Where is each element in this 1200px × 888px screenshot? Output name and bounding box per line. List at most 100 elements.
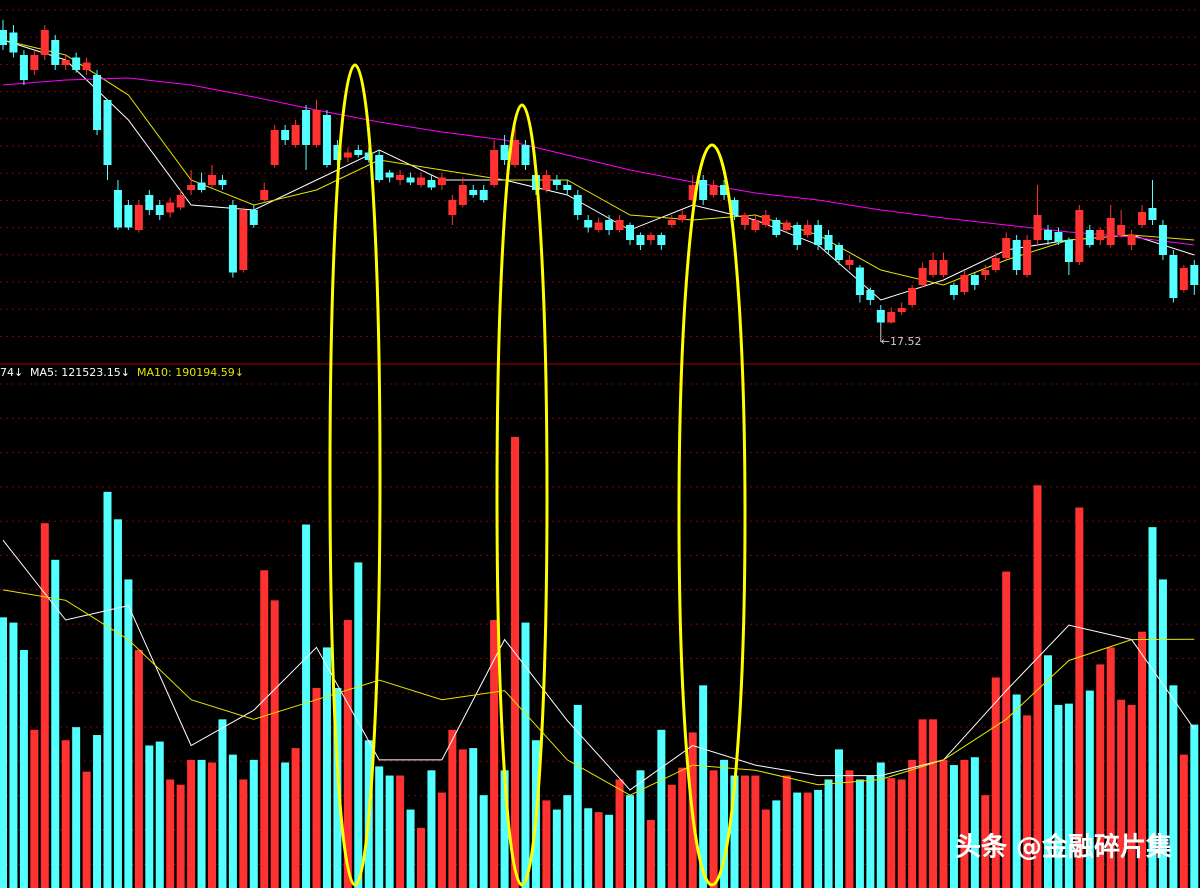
candle-body — [218, 180, 227, 185]
candle-body — [887, 312, 896, 323]
volume-bar — [72, 727, 81, 888]
candle-body — [270, 130, 279, 165]
candle-body — [1054, 232, 1063, 242]
volume-bar — [1044, 655, 1052, 888]
candle-body — [51, 40, 60, 65]
candle-body — [72, 57, 81, 70]
candle-body — [1023, 240, 1032, 275]
highlight-ellipse — [328, 63, 382, 887]
volume-bar — [1169, 685, 1178, 888]
candle-body — [782, 222, 791, 230]
candle-body — [30, 55, 39, 70]
candle-body — [1117, 225, 1126, 235]
candle-body — [866, 290, 875, 300]
candle-body — [688, 185, 697, 200]
candle-body — [437, 177, 446, 185]
volume-bar — [793, 792, 802, 888]
candle-body — [646, 235, 655, 240]
volume-bar — [740, 775, 749, 888]
candle-body — [709, 185, 718, 195]
volume-bar — [354, 562, 363, 888]
candle-body — [835, 245, 843, 260]
volume-bar — [824, 779, 833, 888]
volume-bar — [511, 436, 520, 888]
volume-bar — [908, 759, 917, 888]
volume-bar — [720, 759, 729, 888]
volume-bar — [876, 762, 885, 888]
candle-body — [19, 55, 28, 80]
candle-body — [490, 150, 499, 185]
candle-body — [103, 100, 112, 165]
candle-body — [385, 172, 394, 178]
candle-body — [824, 235, 833, 250]
candle-body — [0, 30, 7, 45]
candle-body — [918, 268, 927, 285]
volume-bar — [887, 778, 896, 888]
volume-bar — [761, 809, 770, 888]
volume-bar — [291, 748, 300, 888]
highlight-ellipse — [495, 103, 549, 887]
volume-bar — [855, 779, 864, 888]
volume-bar — [93, 735, 102, 888]
volume-bar — [113, 519, 122, 888]
volume-bar — [166, 779, 175, 888]
candle-body — [981, 270, 990, 275]
candle-body — [1190, 265, 1199, 285]
volume-bar — [134, 650, 143, 888]
volume-bar — [239, 779, 248, 888]
volume-bar — [103, 491, 112, 888]
candle-body — [458, 185, 467, 205]
volume-bar — [260, 570, 269, 888]
volume-bar — [155, 741, 164, 888]
volume-bar — [866, 775, 875, 888]
volume-bar — [427, 770, 436, 888]
volume-bar — [218, 719, 227, 888]
candle-body — [1148, 208, 1157, 220]
volume-bar — [9, 622, 18, 888]
volume-bar — [1054, 704, 1063, 888]
candle-body — [1127, 235, 1136, 245]
candle-body — [521, 145, 530, 165]
volume-bar — [1138, 631, 1147, 888]
volume-bar — [897, 779, 906, 888]
volume-bar — [145, 745, 154, 888]
candle-body — [1158, 225, 1167, 255]
candle-body — [469, 190, 478, 195]
volume-bar — [417, 827, 425, 888]
candle-body — [678, 215, 687, 220]
volume-bar — [1064, 703, 1073, 888]
volume-bar — [803, 792, 812, 888]
volume-bar — [228, 754, 237, 888]
candle-body — [908, 288, 917, 305]
candle-body — [991, 258, 1000, 270]
candle-body — [208, 175, 216, 185]
legend-text: MA5: 121523.15↓ — [30, 366, 130, 379]
candle-body — [1075, 210, 1084, 262]
volume-bar — [40, 523, 49, 888]
candle-body — [594, 222, 603, 230]
candle-body — [1002, 238, 1011, 258]
volume-bar — [1158, 579, 1167, 888]
volume-bar — [1075, 507, 1084, 888]
volume-bar — [563, 795, 572, 888]
candle-body — [302, 110, 311, 145]
legend-text: 74↓ — [0, 366, 23, 379]
candle-body — [751, 220, 760, 230]
candle-body — [1138, 212, 1147, 225]
volume-bar — [991, 677, 1000, 888]
volume-bar — [678, 767, 687, 888]
volume-bar — [939, 759, 948, 888]
candle-body — [364, 152, 373, 160]
candle-body — [1012, 240, 1021, 270]
candle-body — [312, 110, 321, 145]
volume-bar — [542, 800, 551, 888]
volume-bar — [396, 775, 405, 888]
volume-bar — [626, 795, 634, 888]
volume-bar — [479, 795, 488, 888]
volume-bar — [552, 809, 561, 888]
candle-body — [803, 225, 812, 235]
volume-bar — [249, 759, 258, 888]
volume-bar — [573, 704, 582, 888]
volume-bar — [19, 650, 28, 888]
candle-body — [761, 215, 770, 225]
